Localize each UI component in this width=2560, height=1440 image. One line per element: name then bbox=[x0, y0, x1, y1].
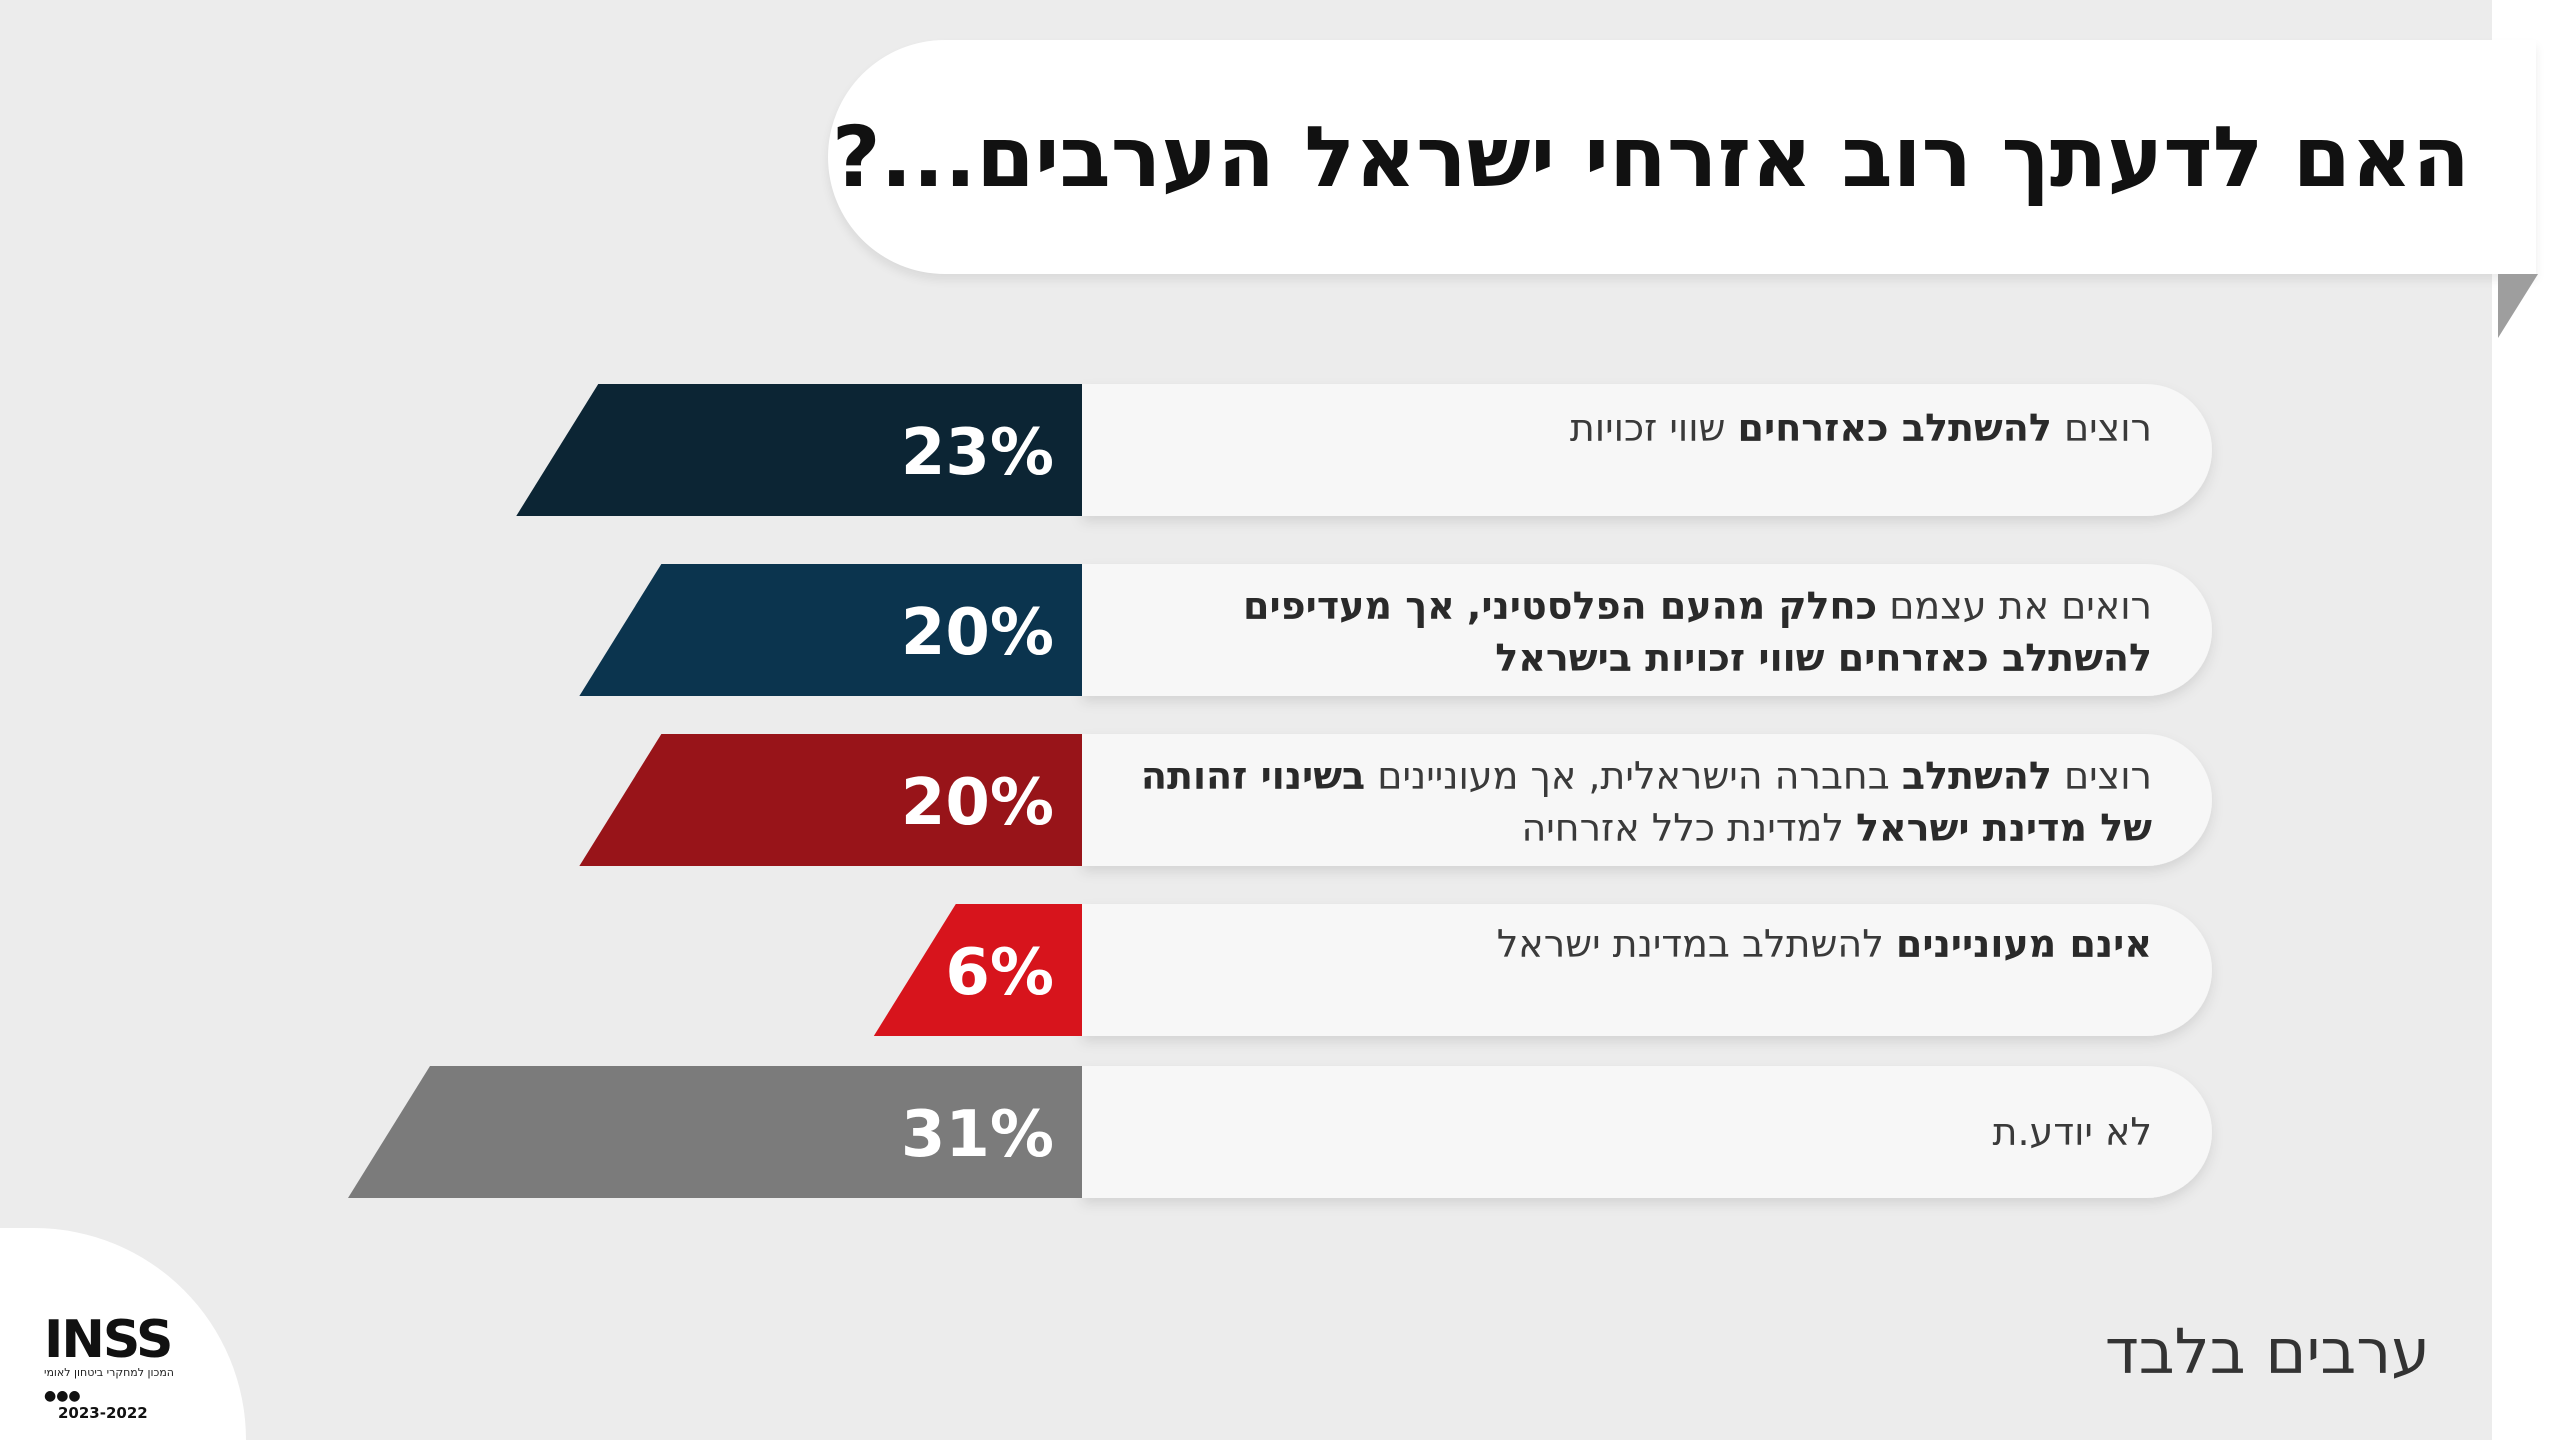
value-label-integrate-equal-rights: 23% bbox=[901, 416, 1054, 490]
label-segment: רוצים bbox=[2051, 406, 2152, 450]
value-label-palestinian-identity: 20% bbox=[901, 596, 1054, 670]
label-segment bbox=[1455, 584, 1467, 628]
label-segment: רוצים bbox=[2051, 754, 2152, 798]
row-pill-state-of-all-citizens bbox=[1082, 734, 2212, 866]
logo-years: 2023-2022 bbox=[58, 1404, 148, 1422]
row-pill-dont-know bbox=[1082, 1066, 2212, 1198]
label-segment: בחברה הישראלית, אך מעוניינים bbox=[1365, 754, 1902, 798]
row-pill-integrate-equal-rights bbox=[1082, 384, 2212, 516]
row-label-not-interested: אינם מעוניינים להשתלב במדינת ישראל bbox=[1080, 918, 2152, 970]
population-note: ערבים בלבד bbox=[2104, 1315, 2430, 1388]
title-fold-shadow bbox=[2498, 274, 2538, 338]
value-label-not-interested: 6% bbox=[945, 936, 1054, 1010]
row-label-palestinian-identity: רואים את עצמם כחלק מהעם הפלסטיני, אך מעד… bbox=[1080, 580, 2152, 684]
row-pill-not-interested bbox=[1082, 904, 2212, 1036]
logo-dots-icon: ●●● bbox=[44, 1388, 81, 1404]
value-label-dont-know: 31% bbox=[901, 1098, 1054, 1172]
label-segment: להשתלב כאזרחים bbox=[1737, 406, 2052, 450]
row-label-state-of-all-citizens: רוצים להשתלב בחברה הישראלית, אך מעונייני… bbox=[1080, 750, 2152, 854]
bar-state-of-all-citizens bbox=[579, 734, 1082, 866]
label-segment: שווי זכויות bbox=[1569, 406, 1738, 450]
label-segment: רואים את עצמם bbox=[1877, 584, 2152, 628]
label-segment: בשינוי זהותה של מדינת ישראל bbox=[1140, 754, 2152, 850]
label-segment: לא יודע.ת bbox=[1992, 1110, 2152, 1154]
label-segment: כחלק מהעם הפלסטיני, bbox=[1466, 584, 1878, 628]
chart-title: האם לדעתך רוב אזרחי ישראל הערבים...? bbox=[831, 108, 2470, 206]
bar-chart: 23% 20% 20% 6% 31% bbox=[348, 384, 2212, 1198]
bar-not-interested bbox=[873, 904, 1082, 1036]
inss-logo: INSS bbox=[44, 1310, 173, 1370]
label-segment: להשתלב במדינת ישראל bbox=[1496, 922, 1896, 966]
logo-subtitle: המכון למחקרי ביטחון לאומי bbox=[43, 1366, 174, 1379]
value-label-state-of-all-citizens: 20% bbox=[901, 766, 1054, 840]
label-segment: להשתלב bbox=[1901, 754, 2052, 798]
row-label-integrate-equal-rights: רוצים להשתלב כאזרחים שווי זכויות bbox=[1080, 402, 2152, 454]
label-segment: למדינת כלל אזרחיה bbox=[1521, 806, 1856, 850]
bar-dont-know bbox=[348, 1066, 1082, 1198]
label-segment: אינם מעוניינים bbox=[1895, 922, 2152, 966]
label-segment: אך מעדיפים להשתלב כאזרחים שווי זכויות בי… bbox=[1242, 584, 2152, 680]
bar-integrate-equal-rights bbox=[516, 384, 1082, 516]
row-label-dont-know: לא יודע.ת bbox=[1080, 1106, 2152, 1158]
bar-palestinian-identity bbox=[579, 564, 1082, 696]
row-pill-palestinian-identity bbox=[1082, 564, 2212, 696]
title-box: האם לדעתך רוב אזרחי ישראל הערבים...? bbox=[828, 40, 2536, 274]
